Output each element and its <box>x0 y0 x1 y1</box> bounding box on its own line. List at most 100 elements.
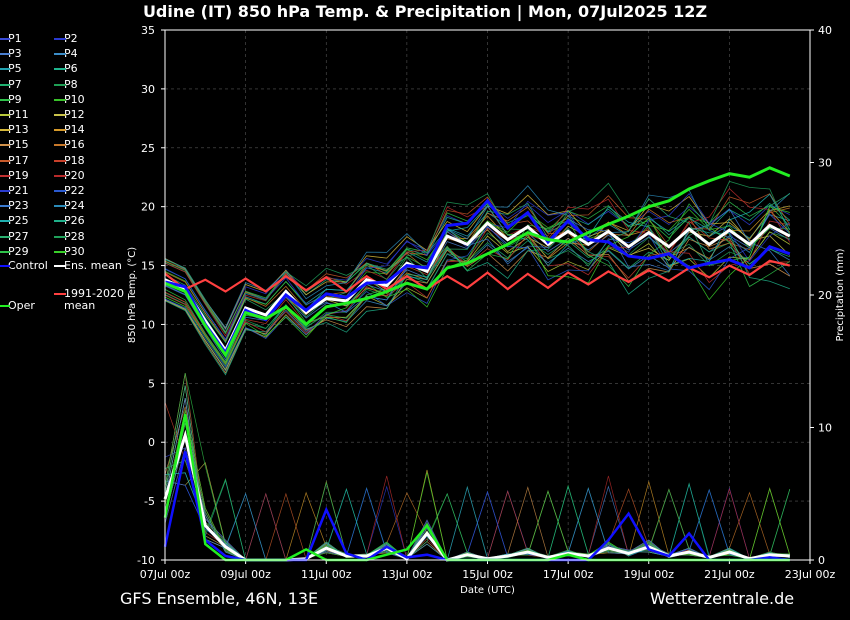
legend-label: P14 <box>64 123 85 137</box>
member-temp-line <box>164 180 791 333</box>
legend-swatch <box>54 220 66 223</box>
legend-label: P18 <box>64 153 85 167</box>
legend-item: P11 <box>0 108 29 121</box>
legend-item: P16 <box>54 138 85 152</box>
legend-item: P8 <box>54 78 78 91</box>
legend-label: P4 <box>64 47 78 61</box>
y-axis-ticks: -10 -5 0 5 10 15 20 25 30 35 <box>137 24 165 567</box>
legend-swatch <box>0 220 10 223</box>
legend-item: P19 <box>0 169 29 182</box>
legend-item: P25 <box>0 215 29 227</box>
chart-title: Udine (IT) 850 hPa Temp. & Precipitation… <box>142 2 708 21</box>
y-tick-label: 35 <box>141 24 155 37</box>
legend-item: P24 <box>54 199 85 213</box>
legend-swatch <box>54 129 66 132</box>
x-tick-label: 21Jul 00z <box>704 568 755 581</box>
legend-swatch <box>0 265 10 267</box>
precipitation-lines <box>163 414 790 562</box>
plot-frame <box>164 29 811 561</box>
y2-axis-ticks: 0 10 20 30 40 <box>810 24 832 567</box>
temp-series-oper <box>164 166 791 359</box>
legend-label: P9 <box>8 92 22 106</box>
legend-swatch <box>54 190 66 192</box>
legend-item: P6 <box>54 62 78 76</box>
legend-label: Control <box>8 259 48 272</box>
member-temp-line <box>164 231 791 371</box>
y-tick-label: 10 <box>141 318 155 331</box>
y-tick-label: 15 <box>141 260 155 273</box>
y2-tick-label: 10 <box>818 422 832 435</box>
legend-swatch <box>54 114 66 116</box>
legend-swatch <box>54 265 66 267</box>
legend-label: P11 <box>8 108 29 121</box>
member-precip-line <box>164 461 790 561</box>
member-precip-line <box>164 373 790 561</box>
legend-label: P15 <box>8 138 29 152</box>
legend-item: P10 <box>54 92 85 106</box>
member-temp-line <box>164 208 790 344</box>
site-caption: Wetterzentrale.de <box>650 589 795 608</box>
legend-item: P14 <box>54 123 85 137</box>
legend-swatch <box>0 53 10 56</box>
legend-swatch <box>0 114 10 116</box>
legend-swatch <box>0 250 10 253</box>
legend-swatch <box>0 98 10 101</box>
legend-label: P13 <box>8 123 29 137</box>
legend-label: P6 <box>64 62 78 76</box>
y-tick-label: 20 <box>141 201 155 214</box>
legend-swatch <box>54 98 66 101</box>
x-tick-label: 17Jul 00z <box>543 568 594 581</box>
legend-item: P4 <box>54 47 78 61</box>
y-tick-label: 0 <box>148 436 155 449</box>
legend-label: P27 <box>8 229 29 243</box>
legend-label: P21 <box>8 184 29 197</box>
legend-item: P23 <box>0 200 29 212</box>
x-tick-label: 11Jul 00z <box>301 568 352 581</box>
legend-swatch <box>0 159 10 162</box>
legend-label: P10 <box>64 92 85 106</box>
legend-item: P12 <box>54 108 85 121</box>
legend-label: P20 <box>64 168 85 182</box>
legend-item: P17 <box>0 153 29 167</box>
member-precip-line <box>164 480 790 561</box>
legend-item: P30 <box>54 244 85 258</box>
x-tick-label: 19Jul 00z <box>623 568 674 581</box>
member-temp-line <box>164 231 790 364</box>
legend-swatch <box>54 205 66 208</box>
member-temp-line <box>164 220 790 364</box>
legend-item: Oper <box>0 300 35 312</box>
legend-swatch <box>0 38 10 40</box>
member-precip-line <box>164 373 790 561</box>
legend-item: P18 <box>54 153 85 167</box>
legend-label: P30 <box>64 244 85 258</box>
y2-tick-label: 30 <box>818 157 832 170</box>
legend-label: Ens. mean <box>64 259 122 272</box>
legend-item: P26 <box>54 215 85 227</box>
legend-swatch <box>0 129 10 132</box>
member-precip-line <box>164 480 790 561</box>
legend-item: P29 <box>0 245 29 258</box>
legend-item: Ens. mean <box>54 259 122 272</box>
legend-label: P5 <box>8 62 22 76</box>
legend-item: P22 <box>54 185 85 197</box>
legend-item: P21 <box>0 184 29 197</box>
legend-swatch <box>0 305 10 307</box>
legend-item: P5 <box>0 62 22 76</box>
legend-item: 1991-2020 mean <box>54 288 124 312</box>
legend-item: P3 <box>0 48 22 60</box>
legend-label: P12 <box>64 108 85 121</box>
legend-label: P16 <box>64 138 85 152</box>
legend-swatch <box>0 68 10 71</box>
y2-tick-label: 20 <box>818 289 832 302</box>
legend-label: P17 <box>8 153 29 167</box>
member-precip-line <box>164 398 790 561</box>
member-precip-line <box>164 422 790 561</box>
temp-series-ens-mean <box>164 221 791 354</box>
x-axis-label: Date (UTC) <box>460 585 515 596</box>
legend-item: P9 <box>0 92 22 106</box>
y2-tick-label: 40 <box>818 24 832 37</box>
member-temp-line <box>164 193 791 343</box>
x-axis-ticks: 07Jul 00z 09Jul 00z 11Jul 00z 13Jul 00z 15Ju… <box>140 560 835 581</box>
legend-label: P24 <box>64 199 85 213</box>
